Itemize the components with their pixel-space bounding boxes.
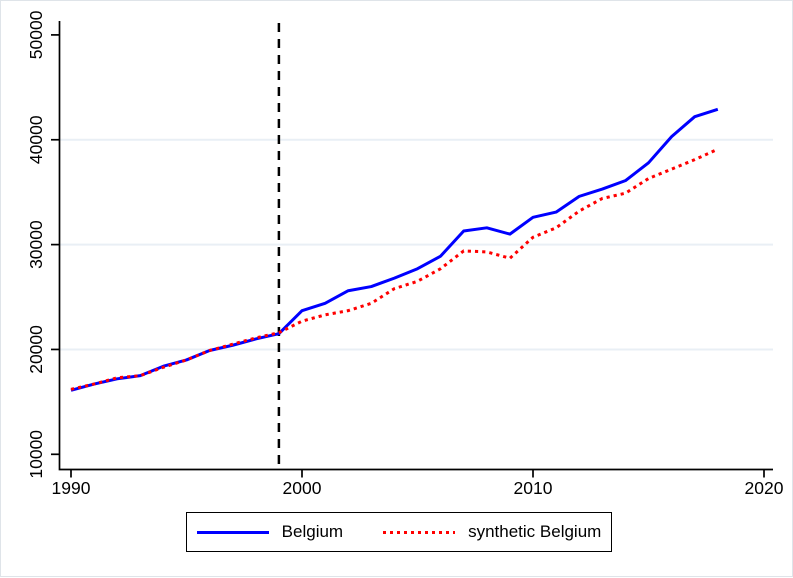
axis-lines	[58, 21, 773, 471]
y-tick-label: 40000	[26, 115, 46, 164]
x-tick-label: 2010	[514, 478, 553, 498]
series-line-belgium	[70, 107, 719, 392]
legend-line-synthetic-belgium	[383, 530, 456, 534]
x-tick-label: 2020	[745, 478, 784, 498]
legend-line-belgium	[196, 530, 269, 534]
series-line-synthetic-belgium	[70, 147, 719, 391]
y-tick-label: 50000	[26, 10, 46, 59]
y-tick-label: 10000	[26, 430, 46, 479]
legend: Belgium synthetic Belgium	[186, 512, 612, 552]
x-tick-label: 2000	[283, 478, 322, 498]
y-tick-label: 30000	[26, 220, 46, 269]
y-tick-label: 20000	[26, 325, 46, 374]
legend-label-synthetic-belgium: synthetic Belgium	[468, 522, 602, 541]
x-tick-label: 1990	[52, 478, 91, 498]
legend-label-belgium: Belgium	[281, 522, 344, 541]
